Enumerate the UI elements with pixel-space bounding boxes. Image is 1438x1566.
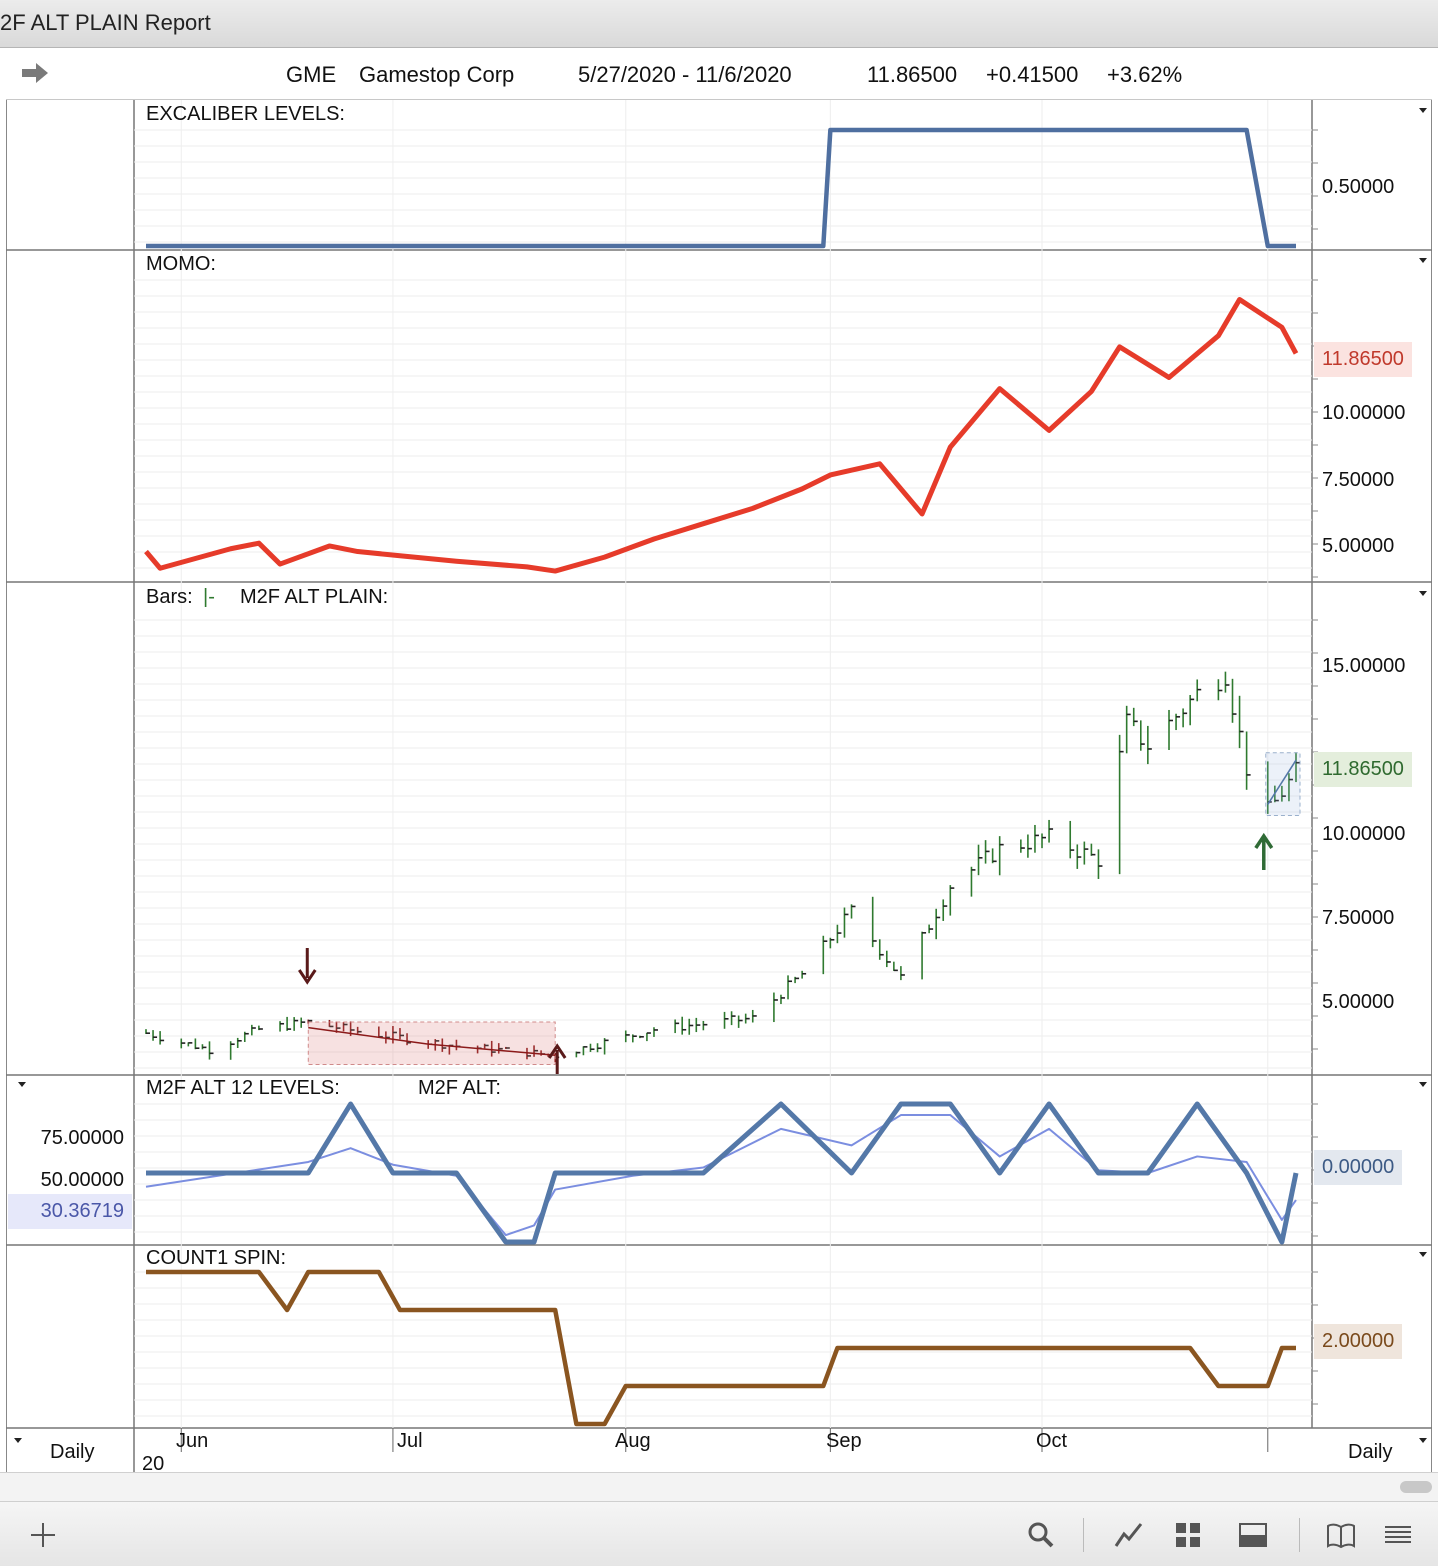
periodicity-right[interactable]: Daily [1348, 1441, 1393, 1463]
bars-tick: 5.00000 [1322, 991, 1395, 1013]
m2f-levels-label: M2F ALT 12 LEVELS: [146, 1077, 340, 1099]
downtrend-line [308, 1026, 556, 1056]
arrow-up-icon [547, 1043, 567, 1074]
arrow-up-icon [1254, 832, 1274, 870]
window-titlebar: 2F ALT PLAIN Report [0, 0, 1438, 48]
bars-tick: 7.50000 [1322, 907, 1395, 929]
x-month-label: Jul [397, 1430, 423, 1452]
bars-label: Bars: [146, 586, 193, 608]
x-month-label: Jun [176, 1430, 209, 1452]
date-range: 5/27/2020 - 11/6/2020 [578, 62, 792, 87]
chart-marks [144, 127, 1300, 1427]
bottom-toolbar [0, 1501, 1438, 1566]
m2f-left-tick: 75.00000 [40, 1127, 124, 1149]
grid-layout-icon[interactable] [1173, 1520, 1203, 1550]
bars-menu-caret[interactable] [1419, 591, 1427, 596]
x-month-label: Sep [826, 1430, 862, 1452]
momo-line [144, 296, 1299, 574]
bars-tick: 10.00000 [1322, 823, 1406, 845]
m2f-left-menu-caret[interactable] [18, 1082, 26, 1087]
x-month-label: Aug [615, 1430, 651, 1452]
excaliber-label: EXCALIBER LEVELS: [146, 103, 345, 125]
last-price: 11.86500 [867, 62, 958, 87]
m2f-levels-value-badge: 0.00000 [1314, 1150, 1403, 1185]
company-name: Gamestop Corp [359, 62, 515, 87]
bars-value-badge: 11.86500 [1314, 752, 1412, 787]
momo-menu-caret[interactable] [1419, 258, 1427, 263]
momo-tick: 10.00000 [1322, 402, 1406, 424]
m2f-right-menu-caret[interactable] [1419, 1082, 1427, 1087]
bottom-area [0, 1472, 1438, 1566]
menu-icon[interactable] [1383, 1520, 1413, 1550]
symbol-ticker: GME [286, 62, 337, 87]
bars-symbol: |- [203, 586, 215, 608]
window-title: 2F ALT PLAIN Report [0, 10, 211, 35]
m2f-alt-plain-label: M2F ALT PLAIN: [240, 586, 389, 608]
m2f-alt-left-badge: 30.36719 [8, 1194, 132, 1229]
frame-left-border [6, 100, 7, 1472]
count1-value-badge: 2.00000 [1314, 1324, 1403, 1359]
excaliber-line [146, 127, 1296, 249]
x-year-label: 20 [142, 1453, 165, 1475]
search-icon[interactable] [1026, 1520, 1056, 1550]
uptrend-line [1267, 759, 1297, 805]
price-change: +0.41500 [986, 62, 1079, 87]
periodicity-left-caret[interactable] [14, 1438, 22, 1443]
momo-tick: 7.50000 [1322, 469, 1395, 491]
count1-line [146, 1269, 1296, 1427]
momo-value-badge: 11.86500 [1314, 342, 1412, 377]
toolbar-separator [1299, 1518, 1300, 1552]
periodicity-left[interactable]: Daily [50, 1441, 95, 1463]
chart-annotations [298, 752, 1301, 1074]
m2f-levels-line [146, 1101, 1299, 1245]
count1-menu-caret[interactable] [1419, 1252, 1427, 1257]
m2f-alt-label: M2F ALT: [418, 1077, 501, 1099]
arrow-right-icon[interactable] [18, 60, 52, 86]
add-icon[interactable] [28, 1520, 58, 1550]
momo-tick: 5.00000 [1322, 535, 1395, 557]
excaliber-menu-caret[interactable] [1419, 108, 1427, 113]
chart-gridlines [134, 100, 1318, 1452]
horizontal-scrollbar[interactable] [1400, 1481, 1432, 1493]
excaliber-tick: 0.50000 [1322, 176, 1395, 198]
window-layout-icon[interactable] [1238, 1520, 1268, 1550]
frame-right-border [1431, 100, 1432, 1472]
toolbar-separator [1083, 1518, 1084, 1552]
chart-line-icon[interactable] [1114, 1520, 1144, 1550]
panel-borders [6, 100, 1432, 1472]
downtrend-box [307, 1021, 556, 1065]
book-icon[interactable] [1326, 1520, 1356, 1550]
symbol-header: GME Gamestop Corp 5/27/2020 - 11/6/2020 … [6, 48, 1432, 100]
bars-tick: 15.00000 [1322, 655, 1406, 677]
count1-label: COUNT1 SPIN: [146, 1247, 287, 1269]
periodicity-right-caret[interactable] [1419, 1438, 1427, 1443]
percent-change: +3.62% [1107, 62, 1183, 87]
arrow-down-icon [298, 948, 317, 985]
x-month-label: Oct [1036, 1430, 1068, 1452]
m2f-left-tick: 50.00000 [40, 1169, 124, 1191]
momo-label: MOMO: [146, 253, 216, 275]
